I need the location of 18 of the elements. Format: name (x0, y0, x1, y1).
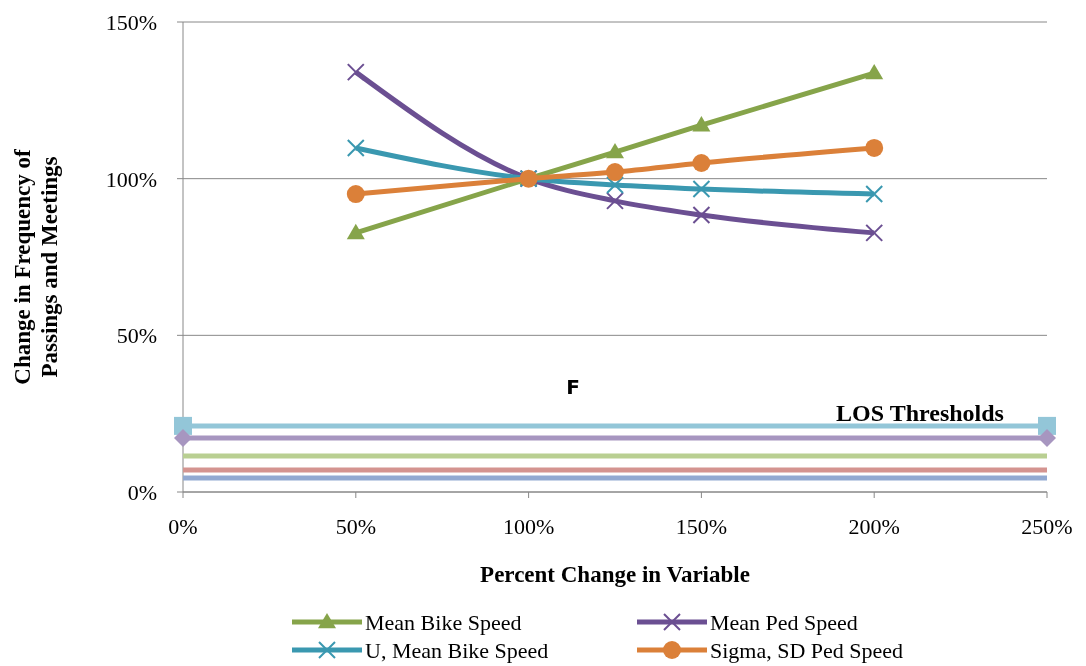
y-tick-label: 0% (127, 480, 157, 505)
legend-label: Sigma, SD Ped Speed (710, 638, 904, 663)
annotation: F (566, 375, 580, 399)
x-tick-label: 100% (502, 514, 555, 539)
y-tick-label: 50% (116, 323, 157, 349)
x-axis-title: Percent Change in Variable (480, 562, 750, 587)
y-axis-title: Change in Frequency of Passings and Meetings (10, 149, 62, 385)
x-tick-label: 150% (675, 514, 728, 539)
x-tick-label: 0% (168, 514, 198, 539)
x-tick-label: 50% (335, 514, 376, 539)
legend-label: U, Mean Bike Speed (365, 638, 549, 663)
x-tick-label: 200% (848, 514, 900, 539)
x-tick-label: 250% (1021, 514, 1073, 539)
y-tick-label: 100% (105, 166, 157, 192)
legend-label: Mean Ped Speed (710, 610, 858, 635)
legend-label: Mean Bike Speed (365, 610, 522, 635)
y-tick-label: 150% (105, 10, 157, 35)
annotation: LOS Thresholds (836, 400, 1004, 426)
